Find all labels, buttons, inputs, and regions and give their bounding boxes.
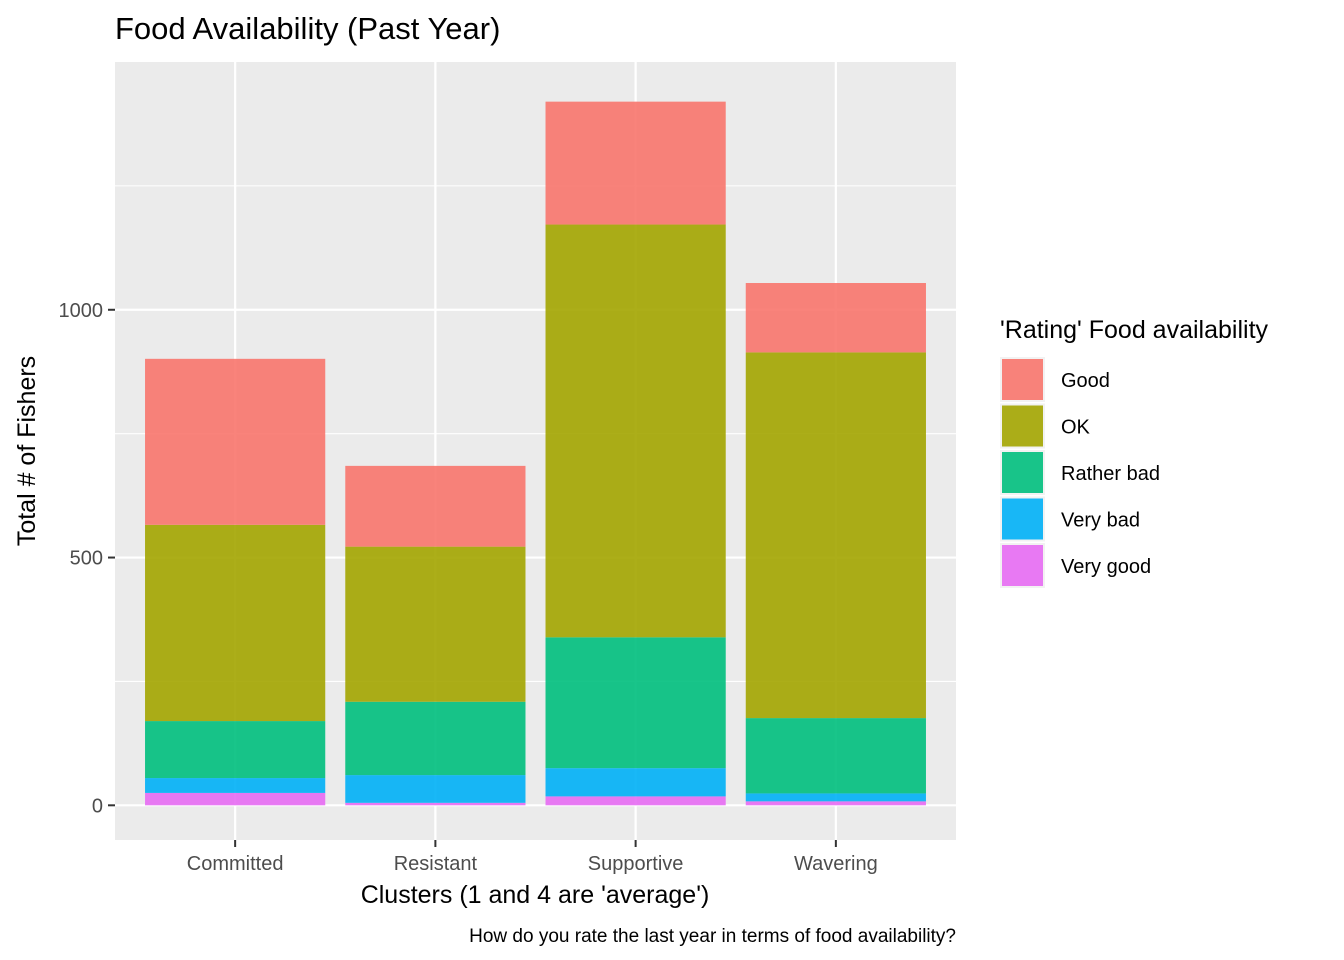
legend-swatch-very-good	[1002, 545, 1043, 586]
x-tick-label-resistant: Resistant	[394, 853, 478, 875]
chart-caption: How do you rate the last year in terms o…	[469, 926, 956, 947]
x-tick-label-supportive: Supportive	[588, 853, 684, 875]
y-tick-label: 0	[92, 795, 103, 817]
bar-resistant-rather-bad	[345, 701, 526, 776]
x-tick-label-committed: Committed	[187, 853, 284, 875]
x-axis: Committed Resistant Supportive Wavering	[187, 840, 878, 875]
bar-wavering-rather-bad	[745, 718, 926, 794]
x-axis-title: Clusters (1 and 4 are 'average')	[361, 881, 710, 909]
bar-wavering-very-good	[745, 801, 926, 806]
legend-label-good: Good	[1061, 370, 1110, 392]
bars	[145, 101, 926, 806]
y-axis: 0 500 1000	[59, 300, 115, 817]
legend-swatch-rather-bad	[1002, 452, 1043, 493]
bar-resistant-very-bad	[345, 775, 526, 803]
legend: 'Rating' Food availability Good OK Rather …	[1000, 316, 1269, 588]
legend-swatch-ok	[1002, 405, 1043, 447]
bar-committed-good	[145, 358, 326, 525]
bar-supportive-very-good	[545, 796, 726, 806]
bar-wavering-very-bad	[745, 793, 926, 802]
x-tick-label-wavering: Wavering	[794, 853, 878, 875]
legend-title: 'Rating' Food availability	[1000, 316, 1269, 344]
bar-committed-very-good	[145, 792, 326, 806]
y-tick-label: 500	[70, 548, 103, 570]
bar-resistant-very-good	[345, 802, 526, 806]
legend-label-rather-bad: Rather bad	[1061, 463, 1160, 485]
legend-swatch-good	[1002, 359, 1043, 400]
bar-supportive-good	[545, 101, 726, 225]
bar-supportive-rather-bad	[545, 637, 726, 769]
bar-resistant-good	[345, 465, 526, 547]
chart-title: Food Availability (Past Year)	[115, 11, 500, 46]
bar-committed-rather-bad	[145, 721, 326, 779]
legend-label-very-bad: Very bad	[1061, 510, 1140, 532]
y-axis-title: Total # of Fishers	[13, 356, 41, 546]
legend-label-very-good: Very good	[1061, 556, 1151, 578]
bar-committed-very-bad	[145, 778, 326, 793]
bar-resistant-ok	[345, 546, 526, 702]
bar-supportive-very-bad	[545, 768, 726, 797]
legend-label-ok: OK	[1061, 417, 1091, 439]
bar-committed-ok	[145, 524, 326, 722]
y-tick-label: 1000	[59, 300, 104, 322]
bar-wavering-ok	[745, 352, 926, 719]
bar-wavering-good	[745, 283, 926, 353]
legend-swatch-very-bad	[1002, 498, 1043, 540]
bar-supportive-ok	[545, 224, 726, 638]
